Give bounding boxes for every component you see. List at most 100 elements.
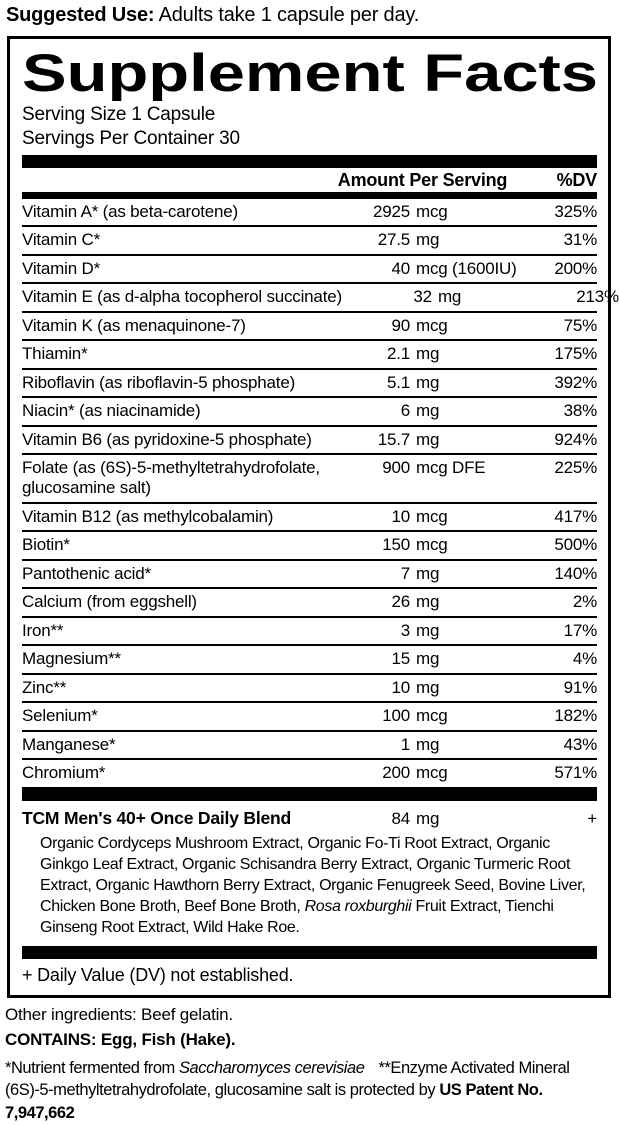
nutrient-amount-number: 90: [391, 315, 410, 335]
panel-title-wrap: Supplement Facts: [22, 47, 598, 101]
suggested-use: Suggested Use: Adults take 1 capsule per…: [6, 4, 619, 27]
nutrient-row: Magnesium** 15 mg 4%: [22, 646, 597, 675]
nutrient-row: Vitamin C* 27.5 mg 31%: [22, 227, 597, 256]
nutrient-dv: 75%: [563, 315, 598, 335]
panel-title: Supplement Facts: [22, 47, 598, 101]
nutrient-name: Zinc**: [22, 677, 67, 697]
nutrient-name: Vitamin A* (as beta-carotene): [22, 201, 238, 221]
column-header-amount: Amount Per Serving: [337, 169, 508, 190]
nutrient-row: Vitamin B6 (as pyridoxine-5 phosphate) 1…: [22, 427, 597, 456]
nutrient-amount-number: 2.1: [386, 344, 410, 364]
divider-bar-medium: [22, 191, 597, 199]
column-header-dv: %DV: [556, 169, 598, 190]
nutrient-amount-number: 2925: [372, 201, 410, 221]
other-ingredients: Other ingredients: Beef gelatin.: [5, 1005, 233, 1025]
nutrient-row: Pantothenic acid* 7 mg 140%: [22, 561, 597, 590]
nutrient-row: Vitamin K (as menaquinone-7) 90 mcg 75%: [22, 313, 597, 342]
nutrient-amount-unit: mg: [416, 563, 440, 583]
nutrient-row: Thiamin* 2.1 mg 175%: [22, 341, 597, 370]
nutrient-amount-unit: mcg: [416, 201, 448, 221]
blend-name: TCM Men's 40+ Once Daily Blend: [22, 807, 292, 828]
nutrient-amount-unit: mcg: [416, 315, 448, 335]
nutrient-name: Selenium*: [22, 706, 98, 726]
nutrient-amount-number: 5.1: [386, 372, 410, 392]
nutrient-amount-number: 26: [391, 592, 410, 612]
nutrient-row: Iron** 3 mg 17%: [22, 618, 597, 647]
nutrient-dv: 17%: [563, 620, 598, 640]
nutrient-dv: 43%: [563, 734, 598, 754]
nutrient-dv: 140%: [554, 563, 597, 583]
nutrient-amount-number: 40: [391, 258, 410, 278]
nutrient-dv: 91%: [563, 677, 598, 697]
divider-bar-thick-top: [22, 154, 597, 168]
nutrient-dv: 31%: [563, 230, 598, 250]
nutrient-amount-number: 15: [391, 649, 410, 669]
nutrient-amount-number: 900: [382, 458, 410, 478]
nutrient-amount-unit: mcg (1600IU): [416, 258, 517, 278]
suggested-use-text: Adults take 1 capsule per day.: [154, 4, 420, 26]
nutrient-name: Vitamin C*: [22, 230, 100, 250]
blend-row: TCM Men's 40+ Once Daily Blend 84 mg +: [22, 801, 597, 831]
footnote-patent-text: (6S)-5-methyltetrahydrofolate, glucosami…: [5, 1081, 440, 1100]
nutrient-amount-number: 7: [400, 563, 410, 583]
nutrient-amount-unit: mg: [416, 401, 440, 421]
nutrient-name: Vitamin B12 (as methylcobalamin): [22, 506, 274, 526]
nutrient-amount-unit: mg: [416, 734, 440, 754]
blend-dv-symbol: +: [587, 808, 597, 828]
nutrient-amount-unit: mcg: [416, 535, 448, 555]
nutrient-dv: 175%: [554, 344, 597, 364]
nutrient-name: Vitamin E (as d-alpha tocopherol succina…: [22, 287, 342, 307]
nutrient-row: Zinc** 10 mg 91%: [22, 675, 597, 704]
nutrient-amount-unit: mg: [416, 230, 440, 250]
blend-description-tail: Fruit Extract, Tienchi Ginseng Root Extr…: [40, 897, 554, 936]
footnote-species-italic: Saccharomyces cerevisiae: [179, 1059, 365, 1078]
footnotes: *Nutrient fermented from Saccharomyces c…: [5, 1057, 611, 1124]
nutrient-row: Vitamin A* (as beta-carotene) 2925 mcg 3…: [22, 199, 597, 228]
nutrient-name: Folate (as (6S)-5-methyltetrahydrofolate…: [22, 458, 320, 497]
nutrient-name: Thiamin*: [22, 344, 88, 364]
nutrient-row: Vitamin B12 (as methylcobalamin) 10 mcg …: [22, 504, 597, 533]
nutrient-amount-unit: mg: [416, 649, 440, 669]
nutrient-dv: 4%: [572, 649, 597, 669]
nutrient-amount-unit: mcg: [416, 706, 448, 726]
suggested-use-label: Suggested Use:: [6, 4, 155, 26]
nutrient-row: Chromium* 200 mcg 571%: [22, 760, 597, 787]
nutrient-amount-unit: mg: [416, 429, 440, 449]
nutrient-amount-unit: mg: [416, 344, 440, 364]
nutrient-name: Pantothenic acid*: [22, 563, 151, 583]
nutrient-row: Manganese* 1 mg 43%: [22, 732, 597, 761]
blend-description: Organic Cordyceps Mushroom Extract, Orga…: [40, 833, 595, 939]
nutrient-amount-unit: mg: [416, 677, 440, 697]
footnote-patent-number: US Patent No. 7,947,662: [5, 1081, 543, 1122]
nutrient-dv: 392%: [554, 372, 597, 392]
nutrient-amount-number: 1: [400, 734, 410, 754]
nutrient-name: Riboflavin (as riboflavin-5 phosphate): [22, 372, 296, 392]
nutrient-amount-unit: mcg: [416, 506, 448, 526]
nutrient-amount-number: 100: [382, 706, 410, 726]
supplement-facts-panel: Supplement Facts Serving Size 1 Capsule …: [7, 36, 619, 999]
nutrient-name: Calcium (from eggshell): [22, 592, 197, 612]
nutrient-row: Selenium* 100 mcg 182%: [22, 703, 597, 732]
nutrient-amount-number: 15.7: [377, 429, 410, 449]
nutrient-name: Magnesium**: [22, 649, 121, 669]
nutrient-name: Vitamin D*: [22, 258, 100, 278]
nutrient-amount-number: 150: [382, 535, 410, 555]
nutrient-dv: 182%: [554, 706, 597, 726]
nutrient-amount-number: 10: [391, 506, 410, 526]
panel-title-svg: Supplement Facts: [22, 47, 598, 101]
nutrient-amount-number: 27.5: [377, 230, 410, 250]
nutrient-name: Niacin* (as niacinamide): [22, 401, 201, 421]
nutrient-amount-unit: mg: [416, 372, 440, 392]
nutrient-row: Riboflavin (as riboflavin-5 phosphate) 5…: [22, 370, 597, 399]
nutrient-dv: 325%: [554, 201, 597, 221]
nutrient-dv: 225%: [554, 458, 597, 478]
nutrient-amount-number: 3: [400, 620, 410, 640]
nutrient-name: Chromium*: [22, 763, 106, 783]
nutrient-dv: 213%: [576, 287, 619, 307]
nutrient-amount-number: 10: [391, 677, 410, 697]
nutrient-amount-number: 32: [413, 287, 432, 307]
nutrient-row: Calcium (from eggshell) 26 mg 2%: [22, 589, 597, 618]
blend-description-text: Organic Cordyceps Mushroom Extract, Orga…: [40, 834, 586, 915]
label-footer: Other ingredients: Beef gelatin. CONTAIN…: [5, 1005, 611, 1124]
dv-footnote: + Daily Value (DV) not established.: [22, 965, 294, 986]
